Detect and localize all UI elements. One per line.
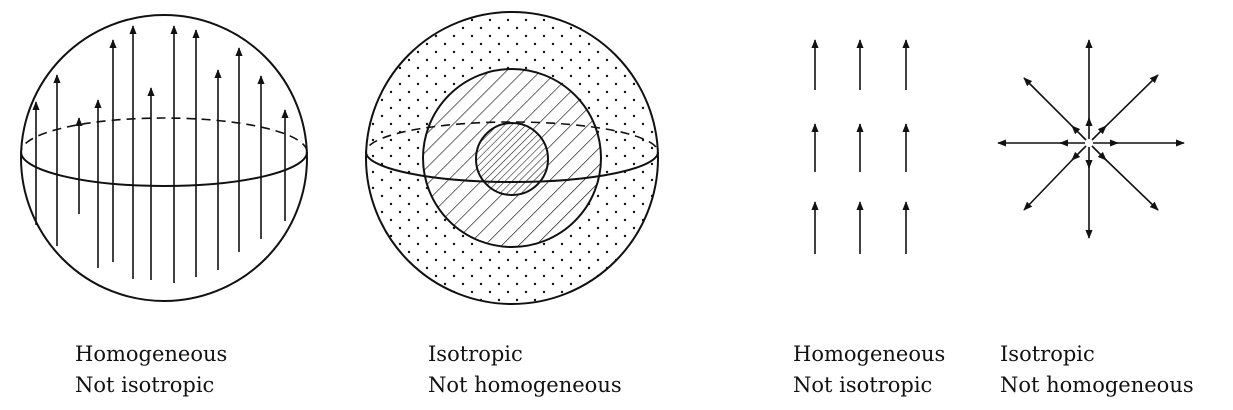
equator-front [365,152,659,183]
caption-isotropic-field: Isotropic Not homogeneous [1000,339,1194,401]
caption-line-2: Not homogeneous [428,373,622,397]
caption-homogeneous-sphere: Homogeneous Not isotropic [75,339,227,401]
caption-line-2: Not isotropic [75,373,215,397]
caption-isotropic-sphere: Isotropic Not homogeneous [428,339,622,401]
equator-front [20,152,308,187]
isotropic-field-diagram [997,39,1185,239]
caption-homogeneous-field: Homogeneous Not isotropic [793,339,945,401]
parallel-field-arrows [32,25,289,283]
inner-core-hatch [475,122,549,196]
caption-line-1: Homogeneous [793,342,946,366]
homogeneous-sphere-diagram [20,14,308,302]
isotropic-sphere-diagram [365,11,659,305]
caption-line-1: Homogeneous [75,342,228,366]
sphere-outline [20,14,308,302]
homogeneous-field-diagram [811,39,910,254]
equator-back-dashed [20,117,308,152]
caption-line-2: Not isotropic [793,373,933,397]
caption-line-2: Not homogeneous [1000,373,1194,397]
caption-line-1: Isotropic [428,342,523,366]
caption-line-1: Isotropic [1000,342,1095,366]
